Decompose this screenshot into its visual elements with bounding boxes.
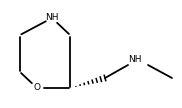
Text: O: O <box>33 83 41 92</box>
Text: NH: NH <box>128 56 142 64</box>
Text: NH: NH <box>45 14 59 22</box>
